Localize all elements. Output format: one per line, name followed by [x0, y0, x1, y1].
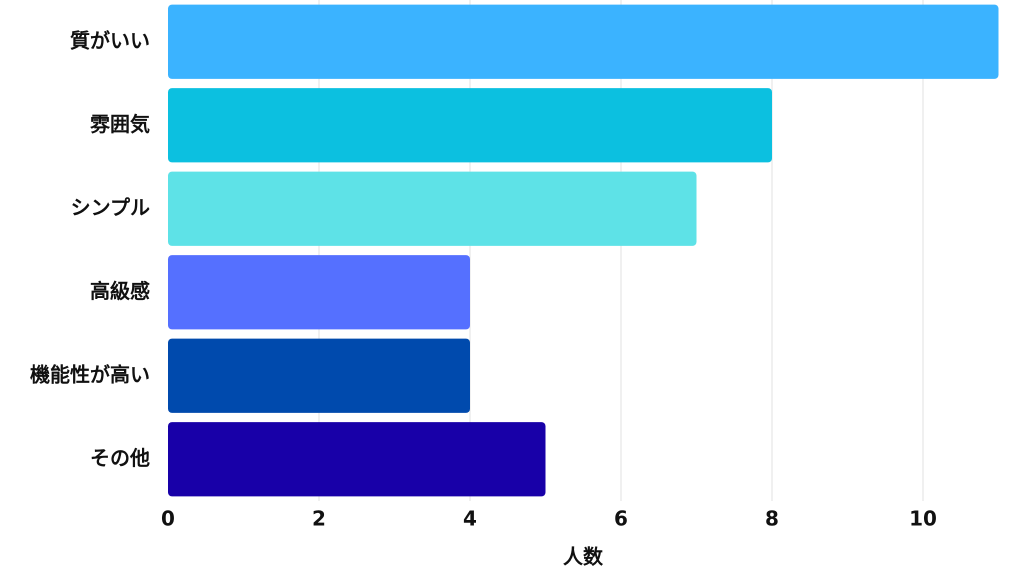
x-tick-label: 8	[765, 507, 779, 531]
bar	[168, 338, 470, 413]
x-tick-label: 2	[312, 507, 326, 531]
x-tick-label: 6	[614, 507, 628, 531]
x-tick-label: 0	[161, 507, 175, 531]
bar	[168, 422, 546, 497]
y-tick-label: 質がいい	[70, 28, 150, 52]
grid	[318, 0, 924, 501]
y-tick-label: その他	[90, 446, 150, 470]
bar	[168, 255, 470, 330]
y-tick-label: シンプル	[71, 195, 150, 219]
y-tick-label: 雰囲気	[90, 112, 150, 136]
x-tick-label: 4	[463, 507, 477, 531]
bar	[168, 171, 697, 246]
x-axis-label: 人数	[563, 545, 604, 569]
y-tick-label: 高級感	[90, 279, 150, 303]
bar	[168, 4, 999, 79]
x-tick-label: 10	[909, 507, 937, 531]
bar	[168, 88, 772, 163]
y-tick-label: 機能性が高い	[30, 362, 150, 386]
